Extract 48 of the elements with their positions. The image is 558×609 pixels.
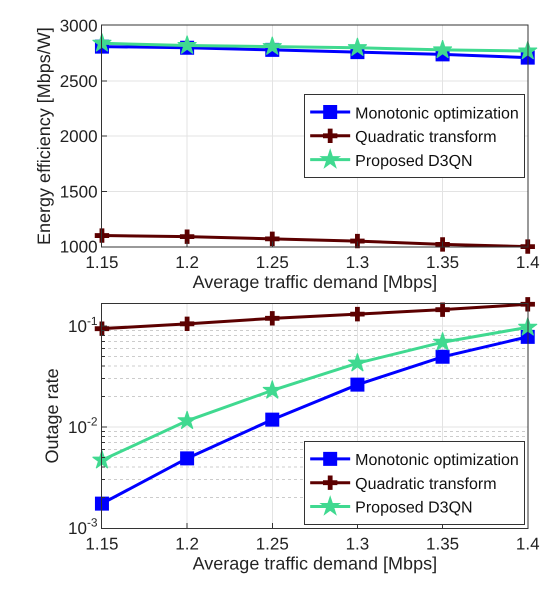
legend-label: Proposed D3QN [355,152,473,170]
x-tick-label: 1.35 [426,253,460,272]
point [350,234,365,248]
y-axis-title: Outage rate [42,368,62,464]
point [177,35,197,54]
y-axis-title: Energy efficiency [Mbps/W] [34,27,54,245]
point [348,37,368,56]
y-tick-label: 3000 [60,16,98,36]
point [180,229,194,244]
x-tick-label: 1.4 [516,534,540,554]
point [350,306,365,322]
y-tick-label: 1500 [60,182,98,202]
legend-label: Monotonic optimization [355,105,519,122]
point [518,40,538,60]
y-tick-label: 10$^{-1}$ [68,314,98,336]
x-tick-label: 1.25 [256,253,289,272]
point [92,450,112,469]
point [177,410,197,430]
x-tick-label: 1.35 [426,534,460,554]
x-axis-title: Average traffic demand [Mbps] [192,272,438,292]
point [435,237,450,252]
x-tick-label: 1.3 [346,253,370,272]
point [262,36,282,56]
point [436,350,450,364]
point [180,316,194,332]
x-tick-label: 1.4 [516,253,540,272]
point [350,378,364,392]
y-tick-label: 10$^{-2}$ [68,414,98,437]
point [432,40,452,58]
x-tick-label: 1.3 [346,534,370,554]
legend-label: Quadratic transform [355,129,497,146]
point [180,451,194,466]
point [265,311,280,326]
legend-label: Proposed D3QN [355,500,473,517]
x-tick-label: 1.25 [256,534,289,554]
point [94,496,109,511]
y-tick-label: 2000 [60,127,98,146]
x-tick-label: 1.2 [175,534,199,554]
y-tick-label: 2500 [60,72,98,91]
point [348,352,368,372]
legend-label: Monotonic optimization [355,452,519,470]
point [435,302,450,317]
x-tick-label: 1.2 [175,253,199,272]
point [432,332,452,351]
legend-label: Quadratic transform [355,476,497,493]
x-axis-title: Average traffic demand [Mbps] [192,553,438,574]
point [265,412,280,427]
point [265,232,280,246]
